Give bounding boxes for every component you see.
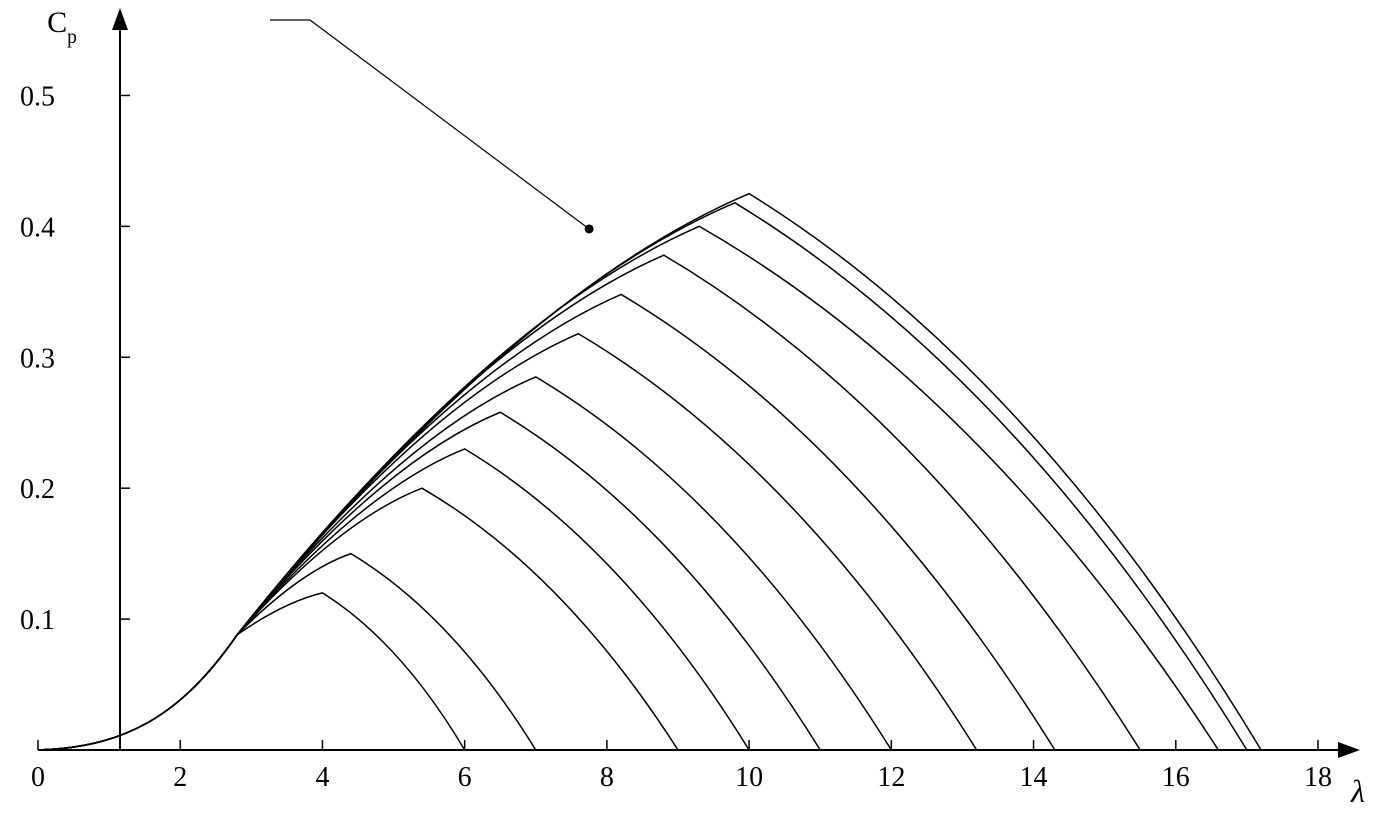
x-tick-label: 14: [1020, 762, 1048, 793]
x-tick-label: 2: [173, 762, 187, 793]
y-tick-label: 0.3: [20, 343, 55, 374]
y-tick-label: 0.2: [20, 474, 55, 505]
x-tick-label: 16: [1162, 762, 1190, 793]
x-tick-label: 10: [735, 762, 763, 793]
cp-lambda-chart: 0246810121416180.10.20.30.40.5λCp: [0, 0, 1392, 832]
x-tick-label: 0: [31, 762, 45, 793]
y-tick-label: 0.4: [20, 212, 55, 243]
x-tick-label: 8: [600, 762, 614, 793]
x-tick-label: 6: [458, 762, 472, 793]
y-tick-label: 0.1: [20, 605, 55, 636]
x-tick-label: 4: [315, 762, 329, 793]
x-axis-label: λ: [1350, 773, 1365, 809]
y-tick-label: 0.5: [20, 81, 55, 112]
x-tick-label: 18: [1304, 762, 1332, 793]
x-tick-label: 12: [877, 762, 905, 793]
